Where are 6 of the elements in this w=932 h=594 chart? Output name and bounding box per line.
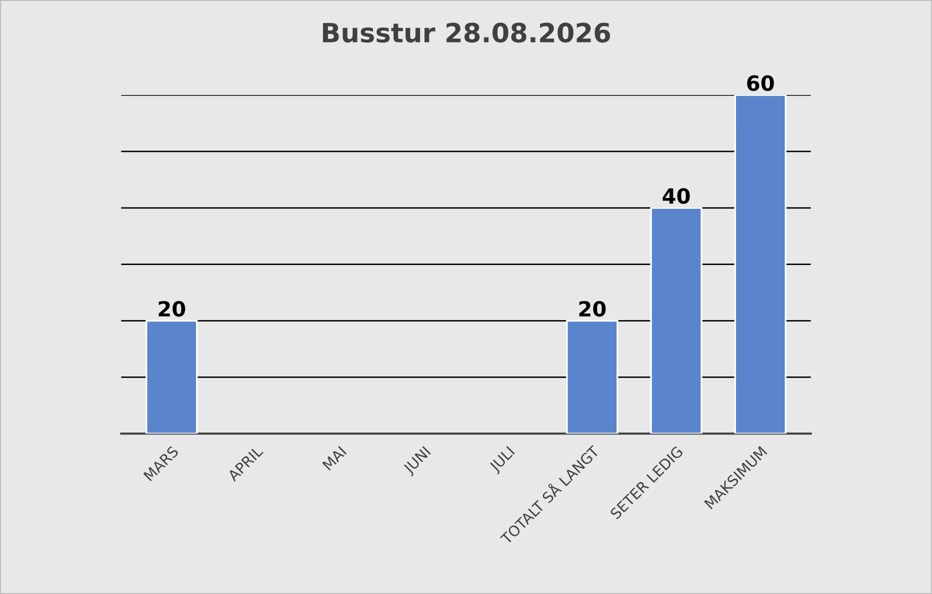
chart-title: Busstur 28.08.2026 [323, 22, 610, 43]
data-label: 40 [662, 188, 690, 204]
x-tick-label: MAI [322, 446, 347, 471]
data-label: 20 [579, 300, 606, 317]
data-label: 60 [747, 75, 774, 92]
data-label: 20 [158, 300, 186, 317]
